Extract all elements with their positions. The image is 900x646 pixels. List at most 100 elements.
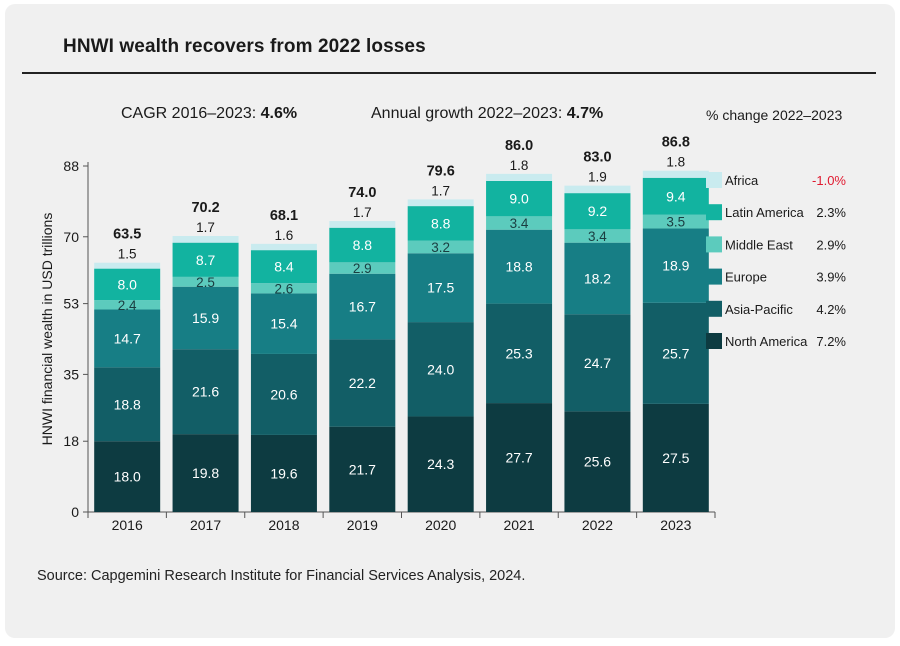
bar-segment-europe xyxy=(642,228,709,303)
x-tick-label: 2018 xyxy=(268,517,299,533)
cagr-label: CAGR 2016–2023: xyxy=(121,105,261,122)
legend-label: Africa xyxy=(725,173,759,188)
bar-segment-europe xyxy=(564,242,631,315)
legend-swatch xyxy=(706,204,722,221)
bar-segment-latin-america xyxy=(564,193,631,230)
bar-segment-africa xyxy=(564,185,631,194)
data-label: 3.2 xyxy=(431,240,450,255)
data-label: 1.7 xyxy=(431,183,450,198)
legend-swatch xyxy=(706,236,722,253)
y-tick-label: 35 xyxy=(63,366,79,382)
x-tick-label: 2023 xyxy=(660,517,691,533)
y-tick-label: 18 xyxy=(63,433,79,449)
data-label: 18.0 xyxy=(114,469,141,485)
legend-swatch xyxy=(706,172,722,188)
data-label: 21.6 xyxy=(192,384,219,400)
data-label: 25.3 xyxy=(505,345,532,361)
chart-title: HNWI wealth recovers from 2022 losses xyxy=(63,36,426,57)
legend-change: 2.3% xyxy=(816,205,846,220)
legend-change: 4.2% xyxy=(816,302,846,317)
growth-subtitle: Annual growth 2022–2023: 4.7% xyxy=(371,105,603,123)
data-label: 18.9 xyxy=(662,258,689,274)
data-label: 1.6 xyxy=(275,228,294,243)
bar-segment-north-america xyxy=(486,403,553,512)
bar-segment-asia-pacific xyxy=(564,314,631,412)
total-label: 83.0 xyxy=(583,150,611,166)
bar-segment-latin-america xyxy=(172,242,239,277)
data-label: 14.7 xyxy=(114,330,141,346)
legend-swatch xyxy=(706,333,722,349)
bar-segment-middle-east xyxy=(486,216,553,230)
legend-change: 3.9% xyxy=(816,270,846,285)
x-tick-label: 2022 xyxy=(582,517,613,533)
data-label: 1.8 xyxy=(666,155,685,170)
total-label: 70.2 xyxy=(191,200,219,216)
data-label: 2.6 xyxy=(275,281,294,296)
legend-swatch xyxy=(706,268,722,285)
data-label: 2.5 xyxy=(196,275,215,290)
data-label: 16.7 xyxy=(349,299,376,315)
source-note: Source: Capgemini Research Institute for… xyxy=(37,568,526,584)
data-label: 18.8 xyxy=(114,396,141,412)
data-label: 25.6 xyxy=(584,454,611,470)
data-label: 27.7 xyxy=(505,450,532,466)
data-label: 25.7 xyxy=(662,345,689,361)
bar-segment-africa xyxy=(172,235,239,243)
bar-segment-north-america xyxy=(329,426,396,512)
bar-segment-middle-east xyxy=(407,240,474,254)
cagr-value: 4.6% xyxy=(260,105,298,122)
bar-segment-asia-pacific xyxy=(329,339,396,427)
data-label: 20.6 xyxy=(270,386,297,402)
bar-segment-latin-america xyxy=(486,180,553,217)
bar-segment-europe xyxy=(250,293,317,354)
bar-segment-asia-pacific xyxy=(94,367,161,442)
data-label: 3.4 xyxy=(588,229,607,244)
bar-segment-north-america xyxy=(250,434,317,512)
data-label: 27.5 xyxy=(662,450,689,466)
bar-segment-middle-east xyxy=(172,276,239,287)
data-label: 8.7 xyxy=(196,252,216,268)
data-label: 17.5 xyxy=(427,280,454,296)
data-label: 1.8 xyxy=(510,158,529,173)
data-label: 15.9 xyxy=(192,310,219,326)
data-label: 9.2 xyxy=(588,203,608,219)
legend-label: Europe xyxy=(725,270,767,285)
legend-label: Middle East xyxy=(725,237,793,252)
bar-segment-asia-pacific xyxy=(407,322,474,417)
x-tick-label: 2021 xyxy=(503,517,534,533)
data-label: 18.2 xyxy=(584,270,611,286)
bar-segment-north-america xyxy=(172,434,239,512)
legend-label: Latin America xyxy=(725,205,805,220)
bar-segment-latin-america xyxy=(642,177,709,215)
y-axis-title: HNWI financial wealth in USD trillions xyxy=(39,213,55,446)
bar-segment-north-america xyxy=(407,416,474,512)
bar-segment-europe xyxy=(486,229,553,304)
bar-segment-middle-east xyxy=(94,300,161,310)
chart-bars: 18.0 18.8 14.7 2.4 8.0 1.5 63.5 19.8 21.6 15.9 2.5… xyxy=(94,135,709,512)
data-label: 18.8 xyxy=(505,259,532,275)
total-label: 68.1 xyxy=(270,208,298,224)
y-tick-label: 88 xyxy=(63,158,79,174)
chart-axes: 0 18 35 53 70 88 2016 2017 2018 2019 2020 2021 2022 2… xyxy=(39,158,716,533)
bar-segment-asia-pacific xyxy=(642,302,709,404)
data-label: 21.7 xyxy=(349,461,376,477)
data-label: 8.8 xyxy=(353,237,373,253)
bar-segment-africa xyxy=(486,173,553,181)
bar-segment-europe xyxy=(329,273,396,340)
data-label: 2.4 xyxy=(118,298,137,313)
data-label: 24.0 xyxy=(427,361,454,377)
bar-segment-middle-east xyxy=(564,229,631,243)
bar-segment-africa xyxy=(642,170,709,178)
data-label: 9.0 xyxy=(509,191,529,207)
bar-segment-africa xyxy=(94,262,161,269)
y-tick-label: 70 xyxy=(63,229,79,245)
title-divider xyxy=(22,72,876,74)
chart-legend: Africa -1.0% Latin America 2.3% Middle East 2… xyxy=(706,172,846,349)
bar-segment-middle-east xyxy=(250,283,317,294)
bar-segment-middle-east xyxy=(642,214,709,229)
legend-label: Asia-Pacific xyxy=(725,302,793,317)
data-label: 8.4 xyxy=(274,259,294,275)
data-label: 22.2 xyxy=(349,375,376,391)
bar-segment-north-america xyxy=(564,411,631,512)
